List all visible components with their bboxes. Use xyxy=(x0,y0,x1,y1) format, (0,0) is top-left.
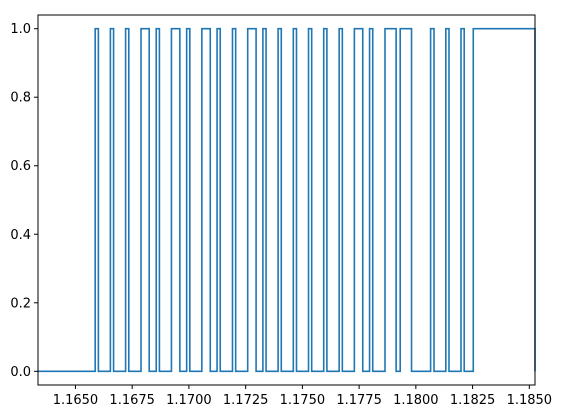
x-tick-label: 1.1650 xyxy=(53,393,99,408)
x-tick-label: 1.1800 xyxy=(393,393,439,408)
x-tick-label: 1.1750 xyxy=(280,393,326,408)
x-tick-label: 1.1700 xyxy=(166,393,212,408)
x-tick-label: 1.1825 xyxy=(450,393,496,408)
x-tick-label: 1.1675 xyxy=(109,393,155,408)
y-tick-label: 0.4 xyxy=(10,228,31,243)
series-layer xyxy=(38,27,536,373)
y-tick-label: 1.0 xyxy=(10,22,31,37)
y-tick-label: 0.0 xyxy=(10,365,31,380)
x-tick-label: 1.1850 xyxy=(507,393,553,408)
axis-layer: 1.1650 1.1675 1.1700 1.1725 1.1750 1.1775 1.18… xyxy=(10,14,553,408)
x-tick-label: 1.1775 xyxy=(336,393,382,408)
series-line-0 xyxy=(38,27,536,373)
x-tick-label: 1.1725 xyxy=(223,393,269,408)
y-tick-label: 0.2 xyxy=(10,296,31,311)
y-tick-label: 0.6 xyxy=(10,159,31,174)
y-tick-label: 0.8 xyxy=(10,91,31,106)
plot-frame xyxy=(37,14,536,386)
